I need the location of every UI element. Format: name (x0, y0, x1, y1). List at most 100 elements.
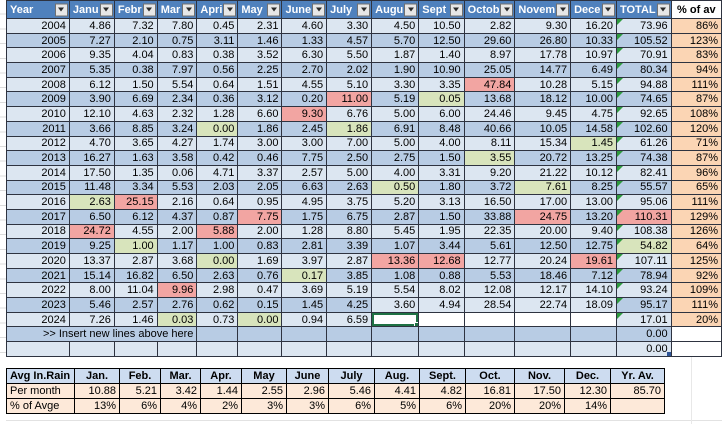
year-cell[interactable]: 2022 (6, 282, 70, 299)
data-cell-mar[interactable]: 4.37 (156, 208, 198, 225)
year-cell[interactable]: 2014 (6, 164, 70, 181)
data-cell-nov[interactable]: 7.61 (514, 179, 572, 196)
empty-cell[interactable] (196, 326, 239, 343)
data-cell-jun[interactable]: 3.00 (281, 135, 328, 152)
data-cell-mar[interactable]: 0.83 (156, 47, 198, 64)
year-cell[interactable]: 2017 (6, 208, 70, 225)
filter-dropdown-icon[interactable] (99, 3, 113, 16)
data-cell-feb[interactable]: 3.34 (113, 179, 158, 196)
data-cell-feb[interactable]: 2.57 (113, 297, 158, 313)
percent-cell[interactable]: 92% (670, 267, 722, 284)
data-cell-nov[interactable]: 10.28 (514, 76, 572, 93)
percent-cell[interactable]: 111% (670, 297, 722, 313)
empty-cell[interactable] (237, 326, 283, 343)
data-cell-mar[interactable]: 9.96 (156, 282, 198, 299)
avg-cell-jun[interactable]: 2.96 (286, 383, 329, 399)
data-cell-dec[interactable]: 12.75 (570, 238, 617, 254)
data-cell-oct[interactable]: 3.55 (463, 150, 516, 166)
data-cell-dec[interactable]: 10.12 (570, 164, 617, 181)
data-cell-oct[interactable]: 22.35 (463, 223, 516, 240)
data-cell-aug[interactable]: 4.00 (371, 164, 420, 181)
data-cell-apr[interactable]: 0.64 (196, 76, 239, 93)
data-cell-jan[interactable]: 24.72 (68, 223, 115, 240)
data-cell-apr[interactable]: 0.87 (196, 208, 239, 225)
data-cell-feb[interactable]: 1.35 (113, 164, 158, 181)
empty-cell[interactable] (237, 341, 283, 357)
data-cell-jul[interactable]: 11.00 (326, 91, 373, 108)
data-cell-apr[interactable]: 0.00 (196, 120, 239, 137)
data-cell-jul[interactable]: 6.75 (326, 208, 373, 225)
year-cell[interactable]: 2006 (6, 47, 70, 64)
data-cell-sep[interactable]: 3.35 (418, 76, 465, 93)
year-cell[interactable]: 2009 (6, 91, 70, 108)
data-cell-jul[interactable]: 2.87 (326, 253, 373, 269)
data-cell-sep[interactable]: 3.44 (418, 238, 465, 254)
data-cell-dec[interactable]: 1.45 (570, 135, 617, 152)
data-cell-mar[interactable]: 6.50 (156, 267, 198, 284)
data-cell-jul[interactable]: 8.80 (326, 223, 373, 240)
column-header-mar[interactable]: Mar (156, 0, 198, 19)
year-cell[interactable]: 2018 (6, 223, 70, 240)
data-cell-mar[interactable]: 3.58 (156, 150, 198, 166)
total-cell[interactable]: 54.82 (615, 238, 672, 254)
data-cell-jun[interactable]: 1.75 (281, 208, 328, 225)
empty-cell[interactable] (514, 326, 572, 343)
data-cell-aug[interactable]: 13.36 (371, 253, 420, 269)
column-header-year[interactable]: Year (6, 0, 70, 19)
data-cell-jul[interactable]: 6.59 (326, 311, 373, 328)
data-cell-jan[interactable]: 6.12 (68, 76, 115, 93)
data-cell-jun[interactable]: 4.95 (281, 194, 328, 210)
pct-cell-jun[interactable]: 3% (286, 398, 329, 414)
data-cell-jun[interactable]: 3.97 (281, 253, 328, 269)
data-cell-oct[interactable]: 3.72 (463, 179, 516, 196)
data-cell-mar[interactable]: 0.75 (156, 32, 198, 49)
total-cell[interactable]: 0.00 (615, 341, 672, 357)
data-cell-sep[interactable] (418, 311, 465, 328)
avg-cell-apr[interactable]: 1.44 (200, 383, 242, 399)
avg-cell-feb[interactable]: 5.21 (119, 383, 161, 399)
data-cell-jul[interactable]: 7.00 (326, 135, 373, 152)
data-cell-feb[interactable]: 8.85 (113, 120, 158, 137)
data-cell-jun[interactable]: 6.63 (281, 179, 328, 196)
avg-cell-may[interactable]: 2.55 (241, 383, 287, 399)
avg-cell-aug[interactable]: 4.41 (374, 383, 420, 399)
data-cell-nov[interactable]: 17.00 (514, 194, 572, 210)
data-cell-nov[interactable]: 20.00 (514, 223, 572, 240)
data-cell-may[interactable]: 2.00 (237, 223, 283, 240)
data-cell-feb[interactable]: 1.46 (113, 311, 158, 328)
data-cell-feb[interactable]: 4.04 (113, 47, 158, 64)
data-cell-oct[interactable]: 5.53 (463, 267, 516, 284)
data-cell-apr[interactable]: 0.73 (196, 311, 239, 328)
data-cell-apr[interactable]: 1.00 (196, 238, 239, 254)
year-cell[interactable]: 2008 (6, 76, 70, 93)
year-cell[interactable]: 2016 (6, 194, 70, 210)
percent-cell[interactable]: 87% (670, 91, 722, 108)
data-cell-jan[interactable]: 5.46 (68, 297, 115, 313)
data-cell-sep[interactable]: 3.31 (418, 164, 465, 181)
filter-dropdown-icon[interactable] (404, 3, 418, 16)
data-cell-mar[interactable]: 2.16 (156, 194, 198, 210)
total-cell[interactable]: 74.38 (615, 150, 672, 166)
percent-cell[interactable]: 120% (670, 120, 722, 137)
selected-cell[interactable] (371, 311, 420, 328)
pct-cell-jan[interactable]: 13% (74, 398, 120, 414)
filter-dropdown-icon[interactable] (223, 3, 237, 16)
data-cell-jan[interactable]: 6.50 (68, 208, 115, 225)
percent-cell[interactable]: 86% (670, 18, 722, 34)
pct-cell-jul[interactable]: 6% (328, 398, 375, 414)
year-average-cell[interactable]: 85.70 (610, 383, 665, 399)
data-cell-apr[interactable]: 1.74 (196, 135, 239, 152)
total-cell[interactable]: 94.88 (615, 76, 672, 93)
year-cell[interactable]: 2011 (6, 120, 70, 137)
data-cell-jan[interactable]: 7.27 (68, 32, 115, 49)
data-cell-mar[interactable]: 3.24 (156, 120, 198, 137)
year-cell[interactable]: 2004 (6, 18, 70, 34)
total-cell[interactable]: 107.11 (615, 253, 672, 269)
data-cell-oct[interactable]: 12.77 (463, 253, 516, 269)
data-cell-dec[interactable]: 10.97 (570, 47, 617, 64)
data-cell-may[interactable]: 1.86 (237, 120, 283, 137)
total-cell[interactable]: 108.38 (615, 223, 672, 240)
pct-year-average-cell[interactable] (610, 398, 665, 414)
data-cell-jul[interactable]: 6.76 (326, 106, 373, 122)
data-cell-jan[interactable]: 13.37 (68, 253, 115, 269)
